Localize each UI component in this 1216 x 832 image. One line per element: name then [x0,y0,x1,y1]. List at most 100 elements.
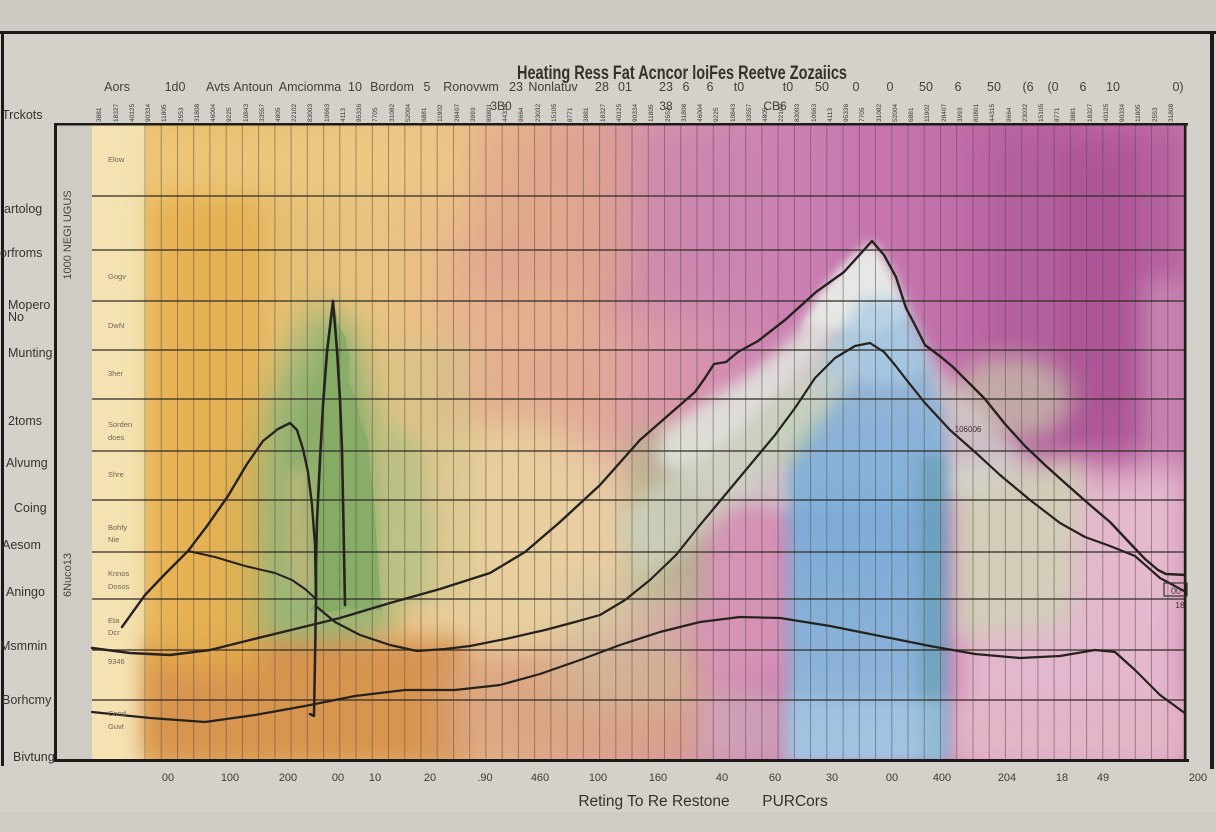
svg-text:does: does [108,433,125,442]
svg-text:18327: 18327 [600,104,607,122]
svg-text:Shre: Shre [108,470,124,479]
svg-text:Bivtung: Bivtung [13,750,55,764]
svg-text:Coing: Coing [14,501,47,515]
svg-text:00: 00 [886,772,898,784]
svg-text:4113: 4113 [827,108,834,122]
svg-text:4805: 4805 [275,107,282,122]
svg-text:50: 50 [987,80,1001,94]
svg-text:3881: 3881 [96,107,103,122]
svg-text:Dcr: Dcr [108,628,120,637]
svg-text:46004: 46004 [210,104,217,122]
svg-text:00: 00 [1171,586,1181,596]
svg-text:50: 50 [815,80,829,94]
svg-text:00: 00 [332,772,344,784]
svg-text:40125: 40125 [616,104,623,122]
svg-text:23032: 23032 [1022,104,1029,122]
svg-text:Eta: Eta [108,616,120,625]
svg-text:Aningo: Aningo [6,585,45,599]
svg-text:10: 10 [1106,80,1120,94]
svg-text:11805: 11805 [161,104,168,122]
svg-text:33557: 33557 [746,104,753,122]
svg-text:10663: 10663 [324,104,331,122]
svg-text:10843: 10843 [730,104,737,122]
svg-text:Aesom: Aesom [2,538,41,552]
svg-text:Elow: Elow [108,155,125,164]
svg-text:(0: (0 [1047,80,1058,94]
svg-text:Borhcmy: Borhcmy [2,693,52,707]
svg-text:6: 6 [955,80,962,94]
svg-text:0: 0 [853,80,860,94]
svg-text:160: 160 [649,772,667,784]
svg-text:PURCors: PURCors [762,793,828,810]
svg-text:3993: 3993 [470,107,477,122]
svg-text:Dosos: Dosos [108,582,130,591]
svg-text:Msmmin: Msmmin [0,639,47,653]
svg-text:90334: 90334 [1119,104,1126,122]
svg-text:28: 28 [595,80,609,94]
svg-text:2553: 2553 [665,107,672,122]
svg-text:460: 460 [531,772,549,784]
svg-text:7705: 7705 [859,107,866,122]
svg-text:3her: 3her [108,369,124,378]
svg-text:40125: 40125 [1103,104,1110,122]
svg-text:6: 6 [1080,80,1087,94]
svg-text:9346: 9346 [108,657,125,666]
svg-text:t0: t0 [783,80,793,94]
svg-text:95336: 95336 [356,104,363,122]
svg-text:Amciomma: Amciomma [279,80,342,94]
svg-text:40125: 40125 [129,104,136,122]
svg-text:100: 100 [221,772,239,784]
svg-text:Nie: Nie [108,535,119,544]
svg-text:10663: 10663 [811,104,818,122]
svg-text:44315: 44315 [989,104,996,122]
svg-text:9225: 9225 [226,107,233,122]
svg-text:52004: 52004 [405,104,412,122]
svg-text:15105: 15105 [551,104,558,122]
svg-text:Aors: Aors [104,80,130,94]
svg-text:23: 23 [509,80,523,94]
svg-text:orfroms: orfroms [0,246,42,260]
svg-text:2553: 2553 [178,107,185,122]
svg-text:23032: 23032 [535,104,542,122]
svg-text:0): 0) [1172,80,1183,94]
svg-text:Gogv: Gogv [108,272,126,281]
svg-text:400: 400 [933,772,951,784]
svg-text:20: 20 [424,772,436,784]
svg-text:Reting To Re Restone: Reting To Re Restone [578,793,729,810]
svg-text:3881: 3881 [1070,107,1077,122]
svg-text:80801: 80801 [973,104,980,122]
svg-text:22102: 22102 [291,104,298,122]
svg-text:2toms: 2toms [8,414,42,428]
svg-text:18: 18 [1056,772,1068,784]
svg-text:18327: 18327 [1087,104,1094,122]
svg-text:40: 40 [716,772,728,784]
svg-text:Ronovwm: Ronovwm [443,80,499,94]
svg-text:15105: 15105 [1038,104,1045,122]
svg-text:31808: 31808 [1168,104,1175,122]
svg-text:30: 30 [826,772,838,784]
svg-text:6: 6 [683,80,690,94]
svg-text:10: 10 [369,772,381,784]
svg-text:01: 01 [618,80,632,94]
svg-text:Nonlatuv: Nonlatuv [528,80,578,94]
svg-text:18327: 18327 [113,104,120,122]
svg-text:8771: 8771 [567,107,574,122]
svg-text:Guvt: Guvt [108,722,125,731]
svg-text:44315: 44315 [502,104,509,122]
svg-text:4805: 4805 [762,107,769,122]
svg-text:10843: 10843 [243,104,250,122]
svg-text:50: 50 [919,80,933,94]
svg-text:38: 38 [659,99,673,113]
svg-text:Alvumg: Alvumg [6,456,48,470]
svg-text:CB6: CB6 [763,99,787,113]
svg-text:46004: 46004 [697,104,704,122]
svg-text:1000 NEGI UGUS: 1000 NEGI UGUS [62,190,74,279]
svg-text:11805: 11805 [648,104,655,122]
svg-text:11902: 11902 [924,104,931,122]
svg-text:80801: 80801 [486,104,493,122]
svg-text:Antoun: Antoun [233,80,273,94]
svg-text:49: 49 [1097,772,1109,784]
svg-text:31808: 31808 [681,104,688,122]
svg-text:artolog: artolog [4,202,42,216]
svg-text:83003: 83003 [794,104,801,122]
